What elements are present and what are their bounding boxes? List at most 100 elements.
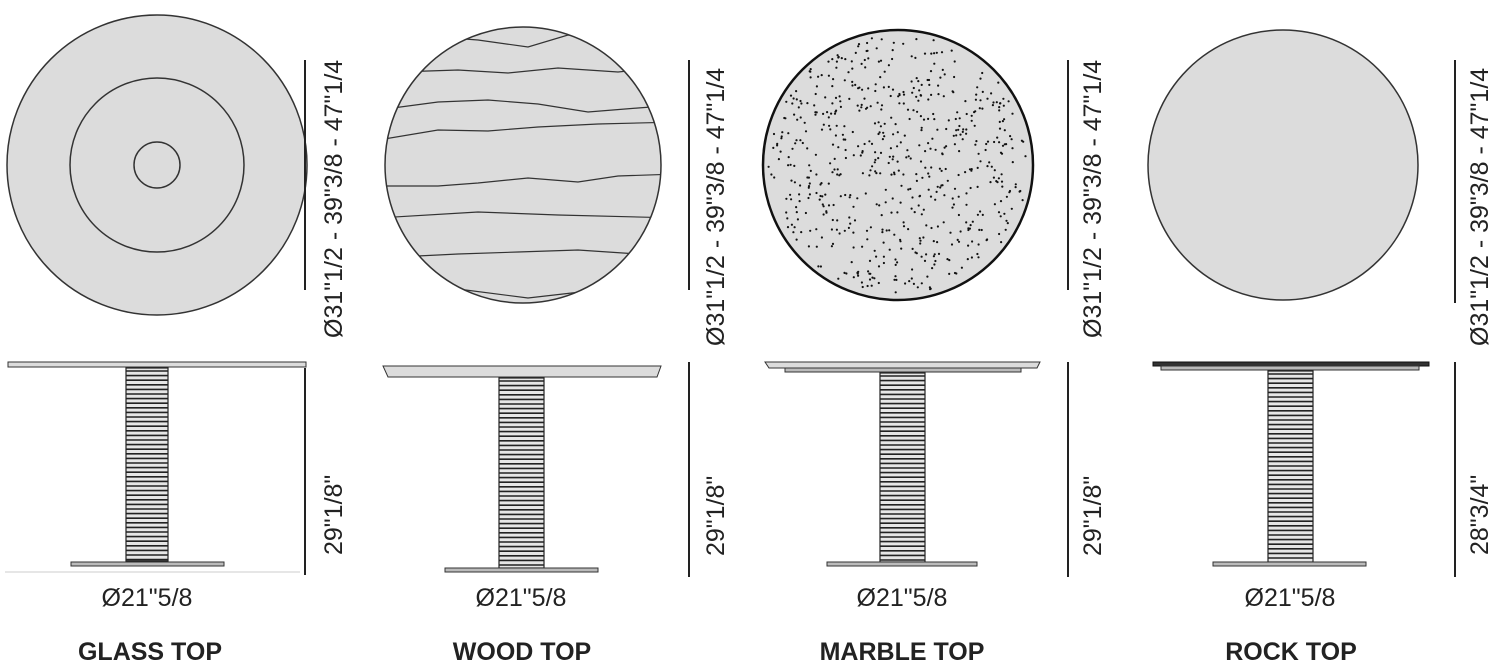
marble-speckle [799,139,802,142]
marble-speckle [932,240,935,243]
marble-speckle [874,83,877,86]
marble-speckle [809,70,812,73]
marble-speckle [815,228,818,231]
marble-speckle [866,238,869,241]
marble-speckle [936,225,939,228]
marble-speckle [868,140,871,143]
glass-ring-middle [69,77,245,253]
base-plate [444,567,599,573]
marble-speckle [875,172,878,175]
marble-speckle [990,165,993,168]
marble-speckle [892,41,895,44]
marble-speckle [866,49,869,52]
marble-tabletop-underside [784,367,1022,373]
column-ribbed [879,372,926,563]
marble-speckle [827,182,830,185]
marble-speckle [796,218,799,221]
table-panel-marble: Ø31"1/2 - 39"3/8 - 47"1/4 29"1/8" Ø21"5/… [755,0,1135,669]
marble-speckle [822,112,825,115]
marble-speckle [793,113,796,116]
marble-speckle [849,222,852,225]
rock-top-view-drawing [1147,29,1456,577]
marble-speckle [796,118,799,121]
marble-speckle [856,104,859,107]
marble-speckle [939,186,942,189]
marble-speckle [820,236,823,239]
marble-speckle [887,161,890,165]
marble-speckle [938,167,941,170]
marble-speckle [917,80,920,83]
marble-speckle [829,128,832,131]
marble-speckle [879,59,883,62]
marble-speckle [932,255,935,258]
marble-speckle [900,247,903,250]
marble-speckle [904,282,907,285]
marble-speckle [951,90,954,93]
marble-speckle [970,114,973,117]
glass-tabletop-side [7,361,307,368]
marble-speckle [1005,219,1008,222]
marble-speckle [1003,118,1006,121]
marble-speckle [790,223,793,226]
table-title: WOOD TOP [452,638,592,666]
marble-speckle [839,195,842,198]
marble-speckle [878,204,881,207]
marble-speckle [880,38,883,41]
marble-speckle [870,142,874,145]
marble-speckle [974,143,977,146]
marble-speckle [789,94,793,97]
marble-speckle [829,162,832,165]
marble-speckle [929,195,933,198]
marble-speckle [986,238,989,241]
marble-speckle [874,89,877,93]
marble-speckle [927,98,930,101]
marble-speckle [880,108,883,111]
marble-speckle [848,97,851,100]
marble-speckle [800,231,803,234]
marble-speckle [887,85,890,88]
marble-speckle [927,117,930,120]
marble-speckle [923,259,927,262]
marble-speckle [891,197,894,200]
marble-speckle [931,267,934,270]
marble-speckle [1007,100,1010,103]
marble-speckle [907,228,910,231]
marble-speckle [976,166,979,169]
marble-speckle [868,259,872,262]
marble-speckle [912,86,915,90]
marble-speckle [885,229,888,232]
marble-speckle [913,211,916,214]
base-diameter-label: Ø21"5/8 [1244,584,1336,612]
marble-speckle [932,112,935,116]
marble-speckle [851,67,854,70]
marble-speckle [933,263,936,266]
marble-speckle [952,203,955,206]
marble-speckle [852,276,855,279]
marble-speckle [1002,104,1005,107]
marble-speckle [981,71,984,75]
marble-speckle [884,201,887,204]
marble-speckle [910,277,913,280]
marble-speckle [935,51,938,54]
marble-speckle [838,95,841,98]
marble-speckle [929,70,933,73]
marble-speckle [976,252,979,256]
marble-speckle [856,197,859,200]
height-label: 29"1/8" [320,474,348,555]
marble-speckle [841,133,844,136]
marble-speckle [944,167,947,171]
marble-speckle [840,57,843,60]
marble-speckle [809,229,812,232]
marble-speckle [844,193,847,197]
marble-speckle [902,221,905,224]
marble-speckle [955,272,958,275]
marble-speckle [795,211,798,214]
marble-speckle [860,62,863,65]
top-diameter-label: Ø31"1/2 - 39"3/8 - 47"1/4 [1466,67,1494,346]
marble-speckle [935,190,938,193]
marble-speckle [951,197,954,200]
marble-speckle [868,174,871,177]
marble-speckle [975,93,978,96]
marble-speckle [952,134,955,137]
marble-speckle [820,74,823,77]
